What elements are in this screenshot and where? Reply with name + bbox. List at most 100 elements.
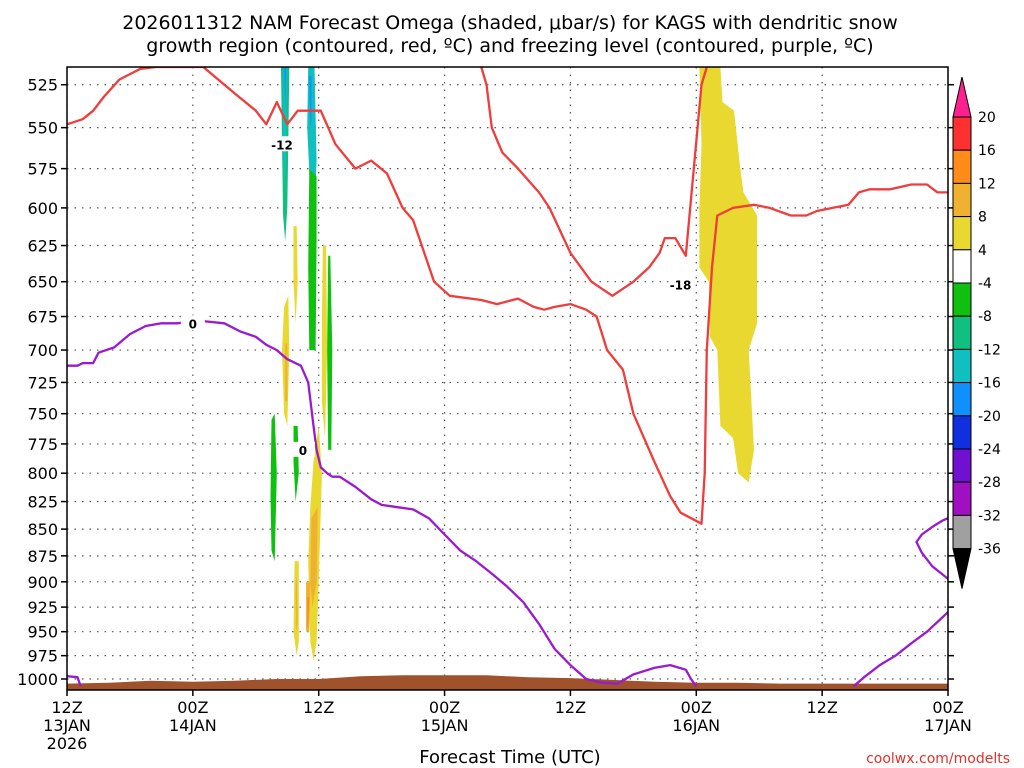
omega-region (285, 343, 288, 402)
colorbar-swatch (952, 282, 972, 317)
omega-region (321, 245, 328, 438)
omega-region (284, 67, 287, 111)
dgz-contour-label-bg (668, 276, 693, 292)
colorbar-top-arrow (952, 76, 972, 118)
y-tick-label: 675 (27, 308, 58, 327)
colorbar-label: -16 (978, 376, 1001, 392)
colorbar-swatch (952, 249, 972, 284)
colorbar-label: 16 (978, 143, 996, 159)
y-tick-label: 1000 (17, 670, 58, 689)
x-tick-label: 14JAN (169, 716, 217, 735)
x-tick-label: 00Z (177, 698, 208, 717)
chart-title-line-2: growth region (contoured, red, ºC) and f… (146, 35, 873, 57)
colorbar-label: -8 (978, 309, 992, 325)
chart-title-line-1: 2026011312 NAM Forecast Omega (shaded, μ… (122, 12, 898, 34)
x-tick-label: 12Z (806, 698, 837, 717)
y-tick-label: 650 (27, 273, 58, 292)
y-tick-label: 925 (27, 598, 58, 617)
colorbar-swatch (952, 382, 972, 417)
x-tick-label: 00Z (932, 698, 963, 717)
y-tick-label: 725 (27, 373, 58, 392)
credit-text: coolwx.com/modelts (866, 751, 1010, 767)
dgz-contour (67, 67, 948, 525)
freezing-contour-label-bg (290, 441, 315, 457)
y-tick-label: 700 (27, 341, 58, 360)
omega-region (293, 226, 298, 324)
colorbar-swatch (952, 216, 972, 251)
colorbar-swatch (952, 182, 972, 218)
y-tick-label: 750 (27, 405, 58, 424)
colorbar-swatch (952, 514, 972, 550)
x-tick-label: 12Z (555, 698, 586, 717)
y-tick-label: 850 (27, 520, 58, 539)
x-tick-label: 12Z (51, 698, 82, 717)
x-tick-label: 17JAN (924, 716, 972, 735)
omega-region (293, 425, 299, 502)
dgz-contour-label: -18 (670, 279, 692, 293)
y-tick-label: 550 (27, 119, 58, 138)
dgz-contour-label-bg (270, 136, 295, 152)
omega-region (309, 75, 312, 128)
colorbar-label: 4 (978, 243, 987, 259)
omega-region (699, 67, 758, 483)
plot-area: -12 -18 0 0 (66, 66, 949, 691)
x-tick-label: 15JAN (421, 716, 469, 735)
colorbar-label: -32 (978, 508, 1001, 524)
x-tick-label: 16JAN (672, 716, 720, 735)
x-tick-label: 12Z (303, 698, 334, 717)
plot-frame (66, 66, 949, 691)
freezing-contour (852, 611, 948, 688)
colorbar-label: -28 (978, 475, 1001, 491)
plot-contents: -12 -18 0 0 (67, 67, 948, 690)
colorbar-label: -12 (978, 342, 1001, 358)
colorbar-swatch (952, 481, 972, 516)
x-tick-label: 2026 (47, 734, 88, 753)
dgz-contour-label: -12 (271, 138, 293, 152)
omega-region (295, 576, 298, 632)
omega-region (308, 168, 317, 351)
y-tick-label: 950 (27, 623, 58, 642)
x-tick-label: 00Z (681, 698, 712, 717)
omega-region (327, 255, 333, 450)
freezing-contour (67, 319, 698, 687)
y-tick-label: 525 (27, 76, 58, 95)
colorbar-swatch (952, 415, 972, 450)
dgz-contour (480, 67, 708, 297)
freezing-contour-label: 0 (189, 317, 197, 331)
colorbar-label: 20 (978, 110, 996, 126)
freezing-contour (915, 517, 948, 580)
colorbar-swatch (952, 149, 972, 184)
colorbar-label: 8 (978, 210, 987, 226)
freezing-contour (67, 675, 82, 687)
x-tick-label: 00Z (429, 698, 460, 717)
colorbar-label: -4 (978, 276, 992, 292)
colorbar-label: -36 (978, 542, 1001, 558)
y-tick-label: 975 (27, 647, 58, 666)
terrain (67, 675, 948, 690)
colorbar-label: -24 (978, 442, 1001, 458)
colorbar-bottom-arrow (952, 548, 972, 589)
y-tick-label: 900 (27, 573, 58, 592)
y-tick-label: 825 (27, 493, 58, 512)
colorbar-swatch (952, 315, 972, 350)
colorbar-swatch (952, 348, 972, 384)
y-tick-label: 775 (27, 435, 58, 454)
x-axis-label: Forecast Time (UTC) (419, 747, 600, 768)
colorbar-label: -20 (978, 409, 1001, 425)
freezing-contour-label-bg (180, 315, 205, 331)
omega-region (270, 413, 277, 562)
omega-region (307, 597, 310, 627)
y-axis: 525 550 575 600 625 650 675 700 725 750 775 800 825 8… (17, 76, 954, 689)
x-tick-label: 13JAN (43, 716, 91, 735)
y-tick-label: 600 (27, 199, 58, 218)
colorbar-swatch (952, 116, 972, 151)
y-tick-label: 575 (27, 160, 58, 179)
freezing-contour-label: 0 (299, 444, 307, 458)
colorbar: 20 16 12 8 4 -4 -8 -12 -16 -20 -24 -28 -32 -36 (952, 76, 1001, 589)
y-tick-label: 625 (27, 237, 58, 256)
omega-region (283, 67, 288, 193)
y-tick-label: 800 (27, 464, 58, 483)
colorbar-swatch (952, 448, 972, 483)
